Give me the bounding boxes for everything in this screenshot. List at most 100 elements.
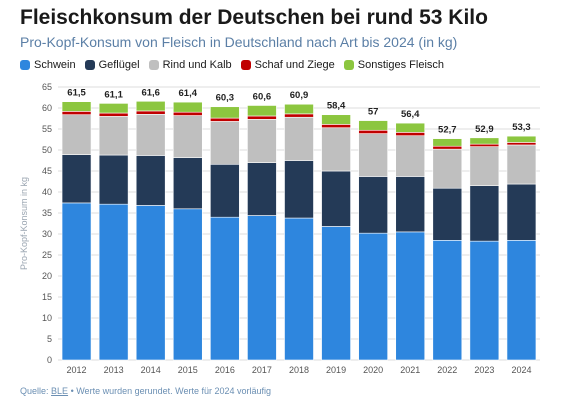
legend-swatch bbox=[148, 60, 159, 70]
x-tick-label: 2024 bbox=[511, 365, 531, 375]
bar-segment bbox=[135, 114, 166, 156]
x-tick-label: 2012 bbox=[67, 365, 87, 375]
bar-segment bbox=[284, 113, 314, 118]
total-label: 57 bbox=[368, 107, 379, 118]
y-tick-label: 65 bbox=[42, 82, 52, 92]
bar-segment bbox=[321, 170, 351, 227]
total-label: 61,1 bbox=[104, 89, 123, 100]
bar-segment bbox=[172, 115, 203, 158]
bar-segment bbox=[284, 217, 314, 361]
chart-footer: Quelle: BLE • Werte wurden gerundet. Wer… bbox=[20, 386, 271, 396]
y-tick-label: 45 bbox=[42, 166, 52, 176]
bar-segment bbox=[432, 148, 463, 189]
bar-segment bbox=[469, 143, 500, 147]
total-label: 58,4 bbox=[327, 101, 346, 112]
bar-segment bbox=[506, 142, 537, 146]
bar-segment bbox=[358, 129, 388, 134]
total-label: 53,3 bbox=[512, 122, 531, 133]
bar-segment bbox=[172, 157, 203, 210]
bar-segment bbox=[98, 103, 129, 114]
legend-item-sonstiges-fleisch[interactable]: Sonstiges Fleisch bbox=[343, 59, 445, 71]
y-tick-label: 10 bbox=[42, 313, 52, 323]
x-tick-label: 2015 bbox=[178, 365, 198, 375]
bar-segment bbox=[172, 111, 203, 116]
legend-label: Geflügel bbox=[98, 59, 140, 71]
x-tick-label: 2021 bbox=[400, 365, 420, 375]
y-tick-label: 50 bbox=[42, 145, 52, 155]
legend-item-gefluegel[interactable]: Geflügel bbox=[84, 59, 140, 71]
bar-segment bbox=[61, 154, 92, 204]
x-axis-ticks: 2012 2013 2014 2015 2016 2017 2018 2019 2020 2021… bbox=[67, 365, 532, 375]
bar-segment bbox=[135, 155, 166, 206]
bar-segment bbox=[61, 101, 92, 112]
y-tick-label: 40 bbox=[42, 187, 52, 197]
bar-segment bbox=[247, 105, 277, 117]
y-tick-label: 0 bbox=[47, 355, 52, 365]
chart-title: Fleischkonsum der Deutschen bei rund 53 … bbox=[20, 6, 488, 29]
bar-segment bbox=[98, 203, 129, 361]
source-link[interactable]: BLE bbox=[51, 386, 69, 396]
legend-label: Sonstiges Fleisch bbox=[357, 59, 445, 71]
total-label: 60,9 bbox=[290, 90, 309, 101]
bar-segment bbox=[506, 240, 537, 361]
legend-label: Schaf und Ziege bbox=[254, 59, 335, 71]
legend-item-rind-und-kalb[interactable]: Rind und Kalb bbox=[148, 59, 232, 71]
bar-segment bbox=[247, 215, 277, 361]
bar-segment bbox=[395, 176, 426, 233]
bar-segment bbox=[284, 116, 314, 161]
bar-segment bbox=[506, 144, 537, 185]
bar-segment bbox=[321, 226, 351, 361]
legend-label: Schwein bbox=[34, 59, 76, 71]
bar-segment bbox=[135, 110, 166, 115]
bar-segment bbox=[61, 114, 92, 155]
bar-segment bbox=[284, 160, 314, 219]
y-tick-label: 15 bbox=[42, 292, 52, 302]
y-tick-label: 5 bbox=[47, 334, 52, 344]
bar-segment bbox=[321, 127, 351, 172]
legend-item-schaf-und-ziege[interactable]: Schaf und Ziege bbox=[240, 59, 335, 71]
legend-swatch bbox=[20, 60, 30, 70]
legend-item-schwein[interactable]: Schwein bbox=[20, 59, 76, 71]
total-label: 52,9 bbox=[475, 124, 494, 135]
bar-segment bbox=[395, 135, 426, 177]
legend-swatch bbox=[343, 60, 354, 70]
bar-segment bbox=[61, 111, 92, 116]
bar-segment bbox=[210, 216, 240, 361]
bar-segment bbox=[98, 154, 129, 205]
total-labels-layer: 61,5 61,1 61,6 61,4 60,3 60,6 60,9 58,4 57 56,4 52… bbox=[67, 87, 530, 135]
bar-segment bbox=[506, 183, 537, 241]
bar-segment bbox=[135, 205, 166, 361]
x-tick-label: 2018 bbox=[289, 365, 309, 375]
bar-segment bbox=[395, 132, 426, 137]
bar-segment bbox=[358, 133, 388, 177]
bar-segment bbox=[395, 122, 426, 133]
x-tick-label: 2014 bbox=[141, 365, 161, 375]
x-tick-label: 2016 bbox=[215, 365, 235, 375]
bar-segment bbox=[469, 137, 500, 145]
y-axis-label: Pro-Kopf-Konsum in kg bbox=[19, 177, 29, 270]
bar-segment bbox=[506, 135, 537, 143]
bar-segment bbox=[358, 232, 388, 361]
y-tick-label: 20 bbox=[42, 271, 52, 281]
bar-segment bbox=[469, 185, 500, 242]
x-tick-label: 2017 bbox=[252, 365, 272, 375]
bar-segment bbox=[432, 240, 463, 361]
bar-segment bbox=[432, 187, 463, 241]
source-label: Quelle: bbox=[20, 386, 49, 396]
chart-legend: Schwein Geflügel Rind und Kalb Schaf und… bbox=[20, 59, 453, 71]
bar-segment bbox=[61, 202, 92, 361]
total-label: 61,4 bbox=[179, 88, 198, 99]
legend-swatch bbox=[240, 60, 251, 70]
bar-segment bbox=[469, 240, 500, 361]
total-label: 52,7 bbox=[438, 125, 457, 136]
x-tick-label: 2019 bbox=[326, 365, 346, 375]
x-tick-label: 2013 bbox=[104, 365, 124, 375]
bar-segment bbox=[432, 138, 463, 147]
bar-segment bbox=[210, 106, 240, 119]
bar-segment bbox=[172, 101, 203, 113]
y-tick-label: 30 bbox=[42, 229, 52, 239]
y-tick-label: 25 bbox=[42, 250, 52, 260]
bar-segment bbox=[210, 163, 240, 218]
chart-subtitle: Pro-Kopf-Konsum von Fleisch in Deutschla… bbox=[20, 34, 458, 50]
